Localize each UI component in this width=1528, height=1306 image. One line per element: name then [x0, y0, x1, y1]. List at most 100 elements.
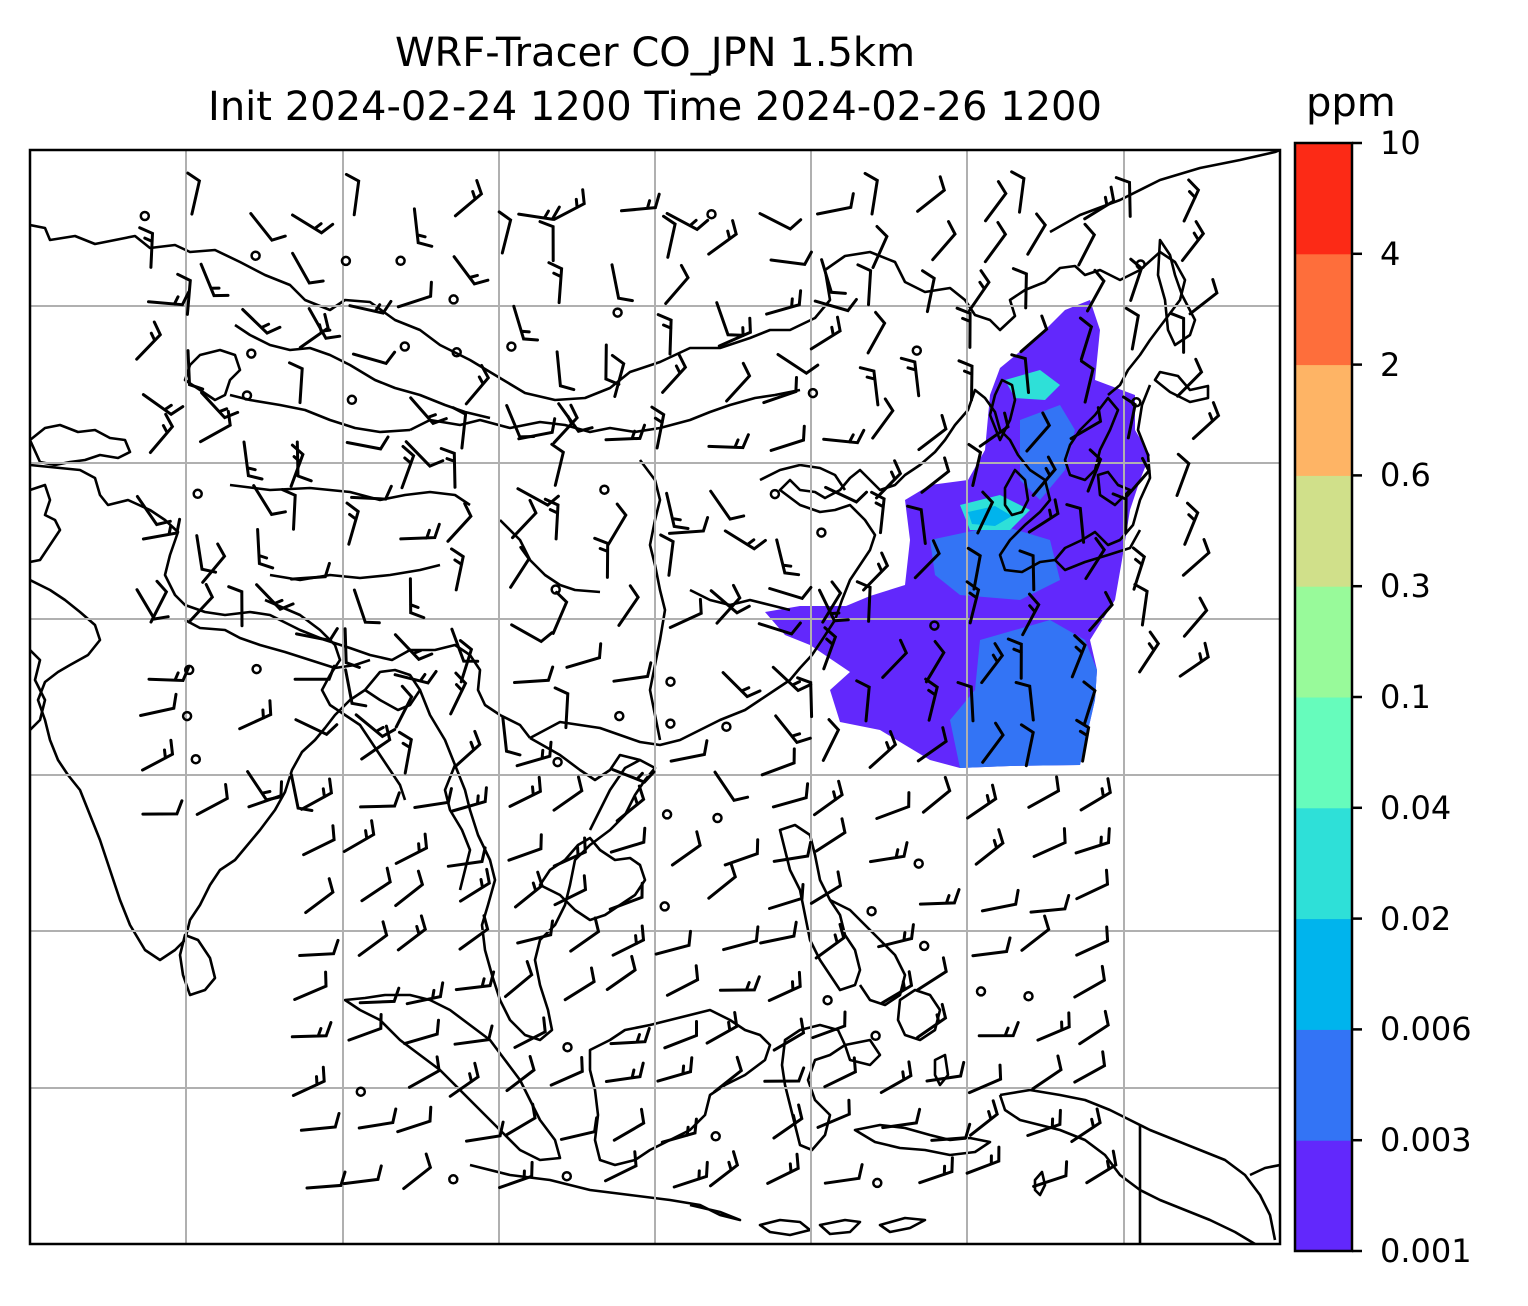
calm-wind-marker: [822, 994, 833, 1006]
wind-barb: [451, 786, 488, 813]
wind-barb: [512, 304, 539, 342]
wind-barb: [547, 261, 564, 305]
wind-barb: [498, 1160, 534, 1190]
wind-barb: [405, 981, 445, 1006]
colorbar-tick-label: 0.3: [1380, 567, 1431, 606]
wind-barb: [906, 504, 927, 545]
figure-title-line2: Init 2024-02-24 1200 Time 2024-02-26 120…: [208, 84, 1102, 130]
calm-wind-marker: [451, 347, 462, 358]
wind-barb: [665, 211, 710, 232]
wind-barb: [763, 1066, 806, 1083]
wind-barb: [358, 986, 401, 1005]
calm-wind-marker: [929, 620, 940, 631]
wind-barb: [609, 1026, 651, 1046]
wind-barb: [1133, 583, 1149, 627]
wind-barb: [345, 501, 360, 546]
wind-barb: [409, 396, 448, 426]
wind-barb: [1073, 1050, 1107, 1084]
plume-mid-concentration: [1020, 405, 1075, 500]
wind-barb: [869, 841, 909, 864]
wind-barb: [569, 916, 601, 953]
wind-barb: [771, 782, 810, 809]
wind-barb: [552, 188, 586, 221]
colorbar-segment: [1295, 1140, 1352, 1252]
wind-barb: [1122, 395, 1137, 440]
wind-barb: [604, 423, 646, 442]
wind-barb: [241, 308, 282, 335]
wind-barb: [871, 225, 889, 269]
wind-barb: [247, 780, 283, 809]
wind-barb: [141, 799, 184, 816]
wind-barb: [298, 938, 340, 957]
calm-wind-marker: [913, 858, 924, 869]
wind-barb: [925, 1060, 966, 1083]
colorbar-tick-label: 0.003: [1380, 1121, 1472, 1160]
wind-barb: [1078, 316, 1094, 361]
wind-barb: [612, 1107, 646, 1142]
wind-barb: [147, 666, 190, 683]
wind-barb: [508, 775, 542, 808]
wind-barb: [1181, 538, 1211, 577]
wind-barb: [552, 403, 579, 445]
wind-barb: [957, 359, 974, 402]
wind-barb: [517, 417, 557, 441]
wind-barb: [345, 435, 390, 451]
wind-barb: [757, 621, 802, 636]
figure-title-line1: WRF-Tracer CO_JPN 1.5km: [394, 30, 916, 76]
plume-peak-concentration: [968, 506, 1012, 526]
colorbar: [1295, 143, 1352, 1252]
wind-barb: [709, 1150, 740, 1188]
wind-barb: [1065, 503, 1086, 544]
wind-barb: [969, 1099, 999, 1137]
wind-barb: [299, 1112, 341, 1132]
wind-barb: [1027, 498, 1060, 534]
wind-barb: [291, 1065, 326, 1097]
wind-barb: [1074, 827, 1111, 855]
calm-wind-marker: [807, 387, 819, 399]
wind-barb: [396, 914, 428, 952]
wind-barb: [1183, 501, 1200, 546]
calm-wind-marker: [1023, 990, 1034, 1002]
calm-wind-marker: [561, 1170, 573, 1182]
wind-barb: [899, 356, 921, 398]
wind-barb: [769, 424, 806, 452]
wind-barb: [772, 840, 813, 863]
wind-barb: [672, 1160, 709, 1189]
wind-barb: [1069, 406, 1103, 440]
wind-barb: [397, 730, 413, 775]
map-frame: [28, 148, 1282, 1246]
wind-barb: [608, 881, 644, 911]
wind-barb: [604, 1061, 645, 1083]
wind-barb: [796, 676, 814, 719]
wind-barb: [775, 538, 801, 577]
wind-barb: [298, 312, 330, 349]
wind-barb: [984, 180, 1008, 223]
wind-barb: [723, 838, 760, 867]
wind-barb: [186, 171, 202, 216]
wind-barb: [1111, 492, 1128, 535]
wind-barb: [818, 588, 850, 623]
wind-barb: [809, 315, 842, 351]
wind-barb: [768, 585, 813, 601]
calm-wind-marker: [721, 721, 732, 732]
calm-wind-marker: [139, 210, 151, 222]
wind-barb: [507, 833, 543, 862]
wind-barb: [199, 409, 232, 444]
colorbar-segment: [1295, 807, 1352, 920]
wind-barb: [823, 1163, 864, 1185]
wind-barb: [983, 221, 1008, 264]
wind-barb: [1080, 359, 1095, 404]
wind-barb: [1078, 1009, 1110, 1046]
wind-barb: [300, 777, 334, 811]
wind-barb: [1010, 170, 1026, 214]
wind-barb: [855, 580, 872, 623]
colorbar-segment: [1295, 1029, 1352, 1141]
wind-barb: [669, 739, 709, 763]
wind-barb: [966, 546, 982, 591]
wind-barb: [1019, 723, 1035, 768]
wind-barb: [252, 484, 287, 517]
wind-barb: [551, 590, 569, 635]
wind-barb: [759, 920, 798, 945]
wind-barb: [396, 280, 433, 309]
wind-barb: [880, 970, 914, 1005]
